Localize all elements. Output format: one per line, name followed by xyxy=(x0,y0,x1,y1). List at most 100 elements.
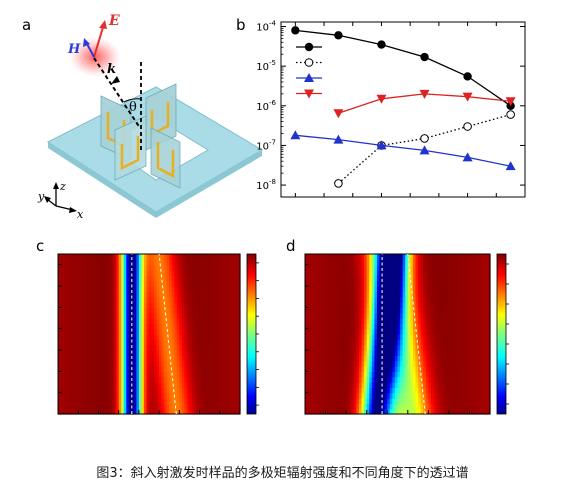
heatmap-cell xyxy=(229,334,234,340)
heatmap-cell xyxy=(382,307,386,314)
heatmap-cell xyxy=(477,328,481,335)
y-tick-label: 10-7 xyxy=(256,138,276,152)
heatmap-cell xyxy=(320,344,324,351)
panel-label-b: b xyxy=(236,16,246,34)
heatmap-cell xyxy=(70,344,74,351)
heatmap-cell xyxy=(328,339,332,346)
heatmap-cell xyxy=(149,280,153,287)
heatmap-cell xyxy=(443,366,447,372)
heatmap-cell xyxy=(136,286,140,292)
heatmap-cell xyxy=(482,286,486,292)
heatmap-cell xyxy=(217,387,221,394)
heatmap-cell xyxy=(366,387,370,394)
heatmap-cell xyxy=(237,286,241,292)
heatmap-cell xyxy=(466,264,471,271)
heatmap-cell xyxy=(353,270,357,276)
heatmap-cell xyxy=(474,275,478,282)
heatmap-cell xyxy=(181,350,185,356)
heatmap-cell xyxy=(184,408,188,415)
heatmap-cell xyxy=(128,323,132,330)
heatmap-cell xyxy=(73,286,77,292)
heatmap-cell xyxy=(103,366,107,372)
heatmap-cell xyxy=(111,259,115,266)
heatmap-cell xyxy=(103,307,107,314)
heatmap-cell xyxy=(346,408,350,415)
heatmap-cell xyxy=(209,264,213,271)
heatmap-cell xyxy=(351,312,355,319)
heatmap-cell xyxy=(389,366,393,372)
heatmap-cell xyxy=(234,302,239,308)
heatmap-cell xyxy=(234,254,239,260)
heatmap-cell xyxy=(103,403,107,410)
heatmap-cell xyxy=(100,355,105,362)
heatmap-cell xyxy=(174,318,178,324)
heatmap-cell xyxy=(423,350,427,356)
heatmap-cell xyxy=(111,291,115,298)
heatmap-cell xyxy=(487,259,491,266)
heatmap-cell xyxy=(333,280,337,287)
heatmap-cell xyxy=(335,302,339,308)
heatmap-cell xyxy=(93,318,97,324)
heatmap-cell xyxy=(356,318,360,324)
heatmap-cell xyxy=(222,376,226,383)
heatmap-cell xyxy=(111,387,115,394)
heatmap-cell xyxy=(366,275,370,282)
heatmap-cell xyxy=(146,403,150,410)
heatmap-cell xyxy=(330,318,334,324)
heatmap-cell xyxy=(474,387,478,394)
heatmap-cell xyxy=(179,371,183,378)
heatmap-cell xyxy=(420,280,424,287)
heatmap-cell xyxy=(176,254,180,260)
heatmap-cell xyxy=(353,254,357,260)
heatmap-cell xyxy=(456,296,460,303)
heatmap-cell xyxy=(65,280,69,287)
heatmap-cell xyxy=(459,270,463,276)
heatmap-cell xyxy=(466,302,471,308)
heatmap-cell xyxy=(474,403,478,410)
heatmap-cell xyxy=(436,376,440,383)
heatmap-cell xyxy=(482,323,486,330)
heatmap-cell xyxy=(227,296,231,303)
heatmap-cell xyxy=(389,350,393,356)
heatmap-cell xyxy=(161,323,165,330)
heatmap-cell xyxy=(328,264,332,271)
heatmap-cell xyxy=(149,360,153,367)
heatmap-cell xyxy=(466,355,471,362)
heatmap-cell xyxy=(420,270,424,276)
heatmap-cell xyxy=(232,371,236,378)
heatmap-cell xyxy=(315,296,319,303)
heatmap-cell xyxy=(189,280,193,287)
heatmap-cell xyxy=(131,296,135,303)
heatmap-cell xyxy=(111,286,115,292)
colorbar xyxy=(246,253,257,415)
heatmap-cell xyxy=(199,350,203,356)
heatmap-cell xyxy=(351,259,355,266)
heatmap-cell xyxy=(80,254,84,260)
heatmap-cell xyxy=(169,366,173,372)
heatmap-cell xyxy=(166,264,170,271)
heatmap-cell xyxy=(469,275,473,282)
heatmap-cell xyxy=(407,286,411,292)
heatmap-cell xyxy=(487,355,491,362)
heatmap-cell xyxy=(305,264,309,271)
heatmap-cell xyxy=(369,403,373,410)
heatmap-cell xyxy=(418,371,422,378)
heatmap-cell xyxy=(356,312,360,319)
heatmap-cell xyxy=(477,318,481,324)
heatmap-cell xyxy=(202,398,206,404)
heatmap-cell xyxy=(75,392,79,399)
heatmap-cell xyxy=(405,382,409,388)
heatmap-cell xyxy=(197,387,201,394)
heatmap-cell xyxy=(116,350,120,356)
heatmap-cell xyxy=(138,286,143,292)
heatmap-cell xyxy=(461,403,465,410)
heatmap-cell xyxy=(312,398,316,404)
heatmap-cell xyxy=(415,291,419,298)
heatmap-cell xyxy=(305,286,309,292)
heatmap-cell xyxy=(73,366,77,372)
heatmap-cell xyxy=(407,264,411,271)
heatmap-cell xyxy=(428,307,432,314)
heatmap-cell xyxy=(88,312,92,319)
heatmap-cell xyxy=(412,328,417,335)
heatmap-cell xyxy=(487,270,491,276)
